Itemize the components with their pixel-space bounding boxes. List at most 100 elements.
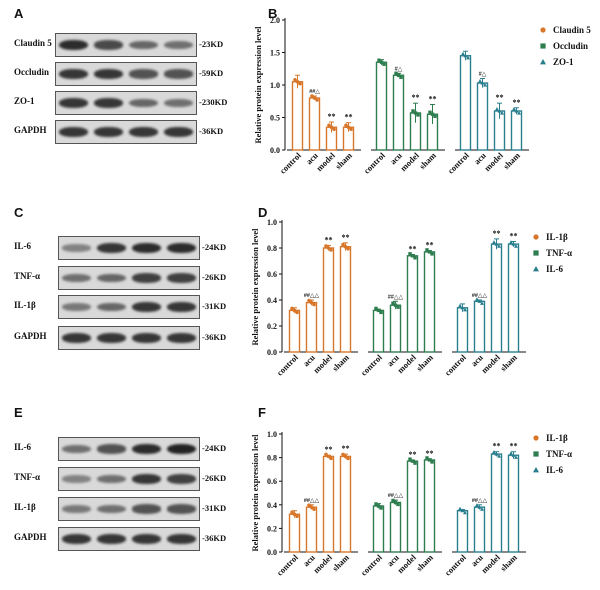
y-tick-label: 0.0: [267, 348, 277, 357]
blot-band: [59, 97, 88, 109]
significance-label: **: [493, 442, 501, 451]
bar: [392, 74, 405, 151]
data-point: [343, 454, 348, 459]
blot-strip: [58, 467, 200, 491]
data-point: [500, 111, 504, 115]
data-point: [309, 300, 314, 305]
significance-label: ##△△: [304, 498, 320, 504]
bar: [473, 506, 486, 553]
blot-strip: [58, 497, 200, 521]
x-tick-label: control: [443, 552, 469, 578]
bar: [372, 309, 385, 353]
significance-label: **: [513, 98, 521, 107]
bar: [339, 245, 352, 353]
x-tick-label: acu: [388, 150, 404, 166]
data-point: [427, 458, 432, 462]
bar: [409, 112, 422, 151]
blot-band: [164, 98, 193, 108]
bar: [372, 505, 385, 553]
blot-row-label: IL-6: [14, 442, 32, 452]
x-tick-label: acu: [301, 552, 317, 568]
significance-label: **: [510, 442, 518, 451]
bar: [339, 455, 352, 553]
data-point: [329, 125, 334, 130]
data-point: [391, 498, 395, 503]
data-point: [292, 512, 297, 517]
data-point: [492, 450, 496, 454]
data-point: [425, 248, 429, 252]
data-point: [298, 81, 302, 86]
blot-band: [59, 126, 88, 138]
data-point: [326, 454, 331, 459]
bar: [342, 126, 355, 151]
x-tick-label: model: [395, 552, 418, 575]
y-tick-label: 1.0: [270, 81, 280, 90]
legend-label: ZO-1: [553, 57, 574, 67]
data-point: [480, 81, 485, 85]
blot-band: [129, 69, 158, 79]
significance-label: **: [342, 444, 350, 453]
blot-kd-label: -36KD: [202, 332, 227, 342]
x-tick-label: model: [398, 150, 421, 173]
blot-strip: [58, 437, 200, 461]
data-point: [413, 111, 418, 115]
data-point: [497, 109, 502, 113]
blot-band: [97, 474, 126, 484]
blot-strip: [58, 266, 200, 290]
significance-label: ##△△: [304, 293, 320, 299]
data-point: [346, 246, 350, 251]
blot-kd-label: -36KD: [199, 126, 224, 136]
bar: [426, 113, 439, 151]
legend-label: Claudin 5: [553, 25, 591, 35]
legend-label: TNF-α: [546, 449, 572, 459]
blot-strip: [55, 33, 197, 57]
legend-label: TNF-α: [546, 248, 572, 258]
data-point: [477, 505, 482, 509]
blot-row-label: GAPDH: [14, 331, 47, 341]
data-point: [410, 459, 415, 463]
legend-marker: [533, 250, 539, 256]
significance-label: **: [426, 241, 434, 250]
data-point: [312, 96, 317, 100]
legend-marker: [540, 59, 546, 65]
blot-kd-label: -23KD: [199, 39, 224, 49]
data-point: [410, 254, 415, 258]
data-point: [399, 75, 403, 79]
legend-marker: [533, 451, 539, 457]
x-tick-label: acu: [469, 552, 485, 568]
data-point: [514, 109, 519, 113]
x-tick-label: sham: [498, 552, 519, 573]
data-point: [379, 506, 383, 510]
data-point: [494, 242, 499, 246]
legend-marker: [533, 234, 539, 240]
significance-label: **: [493, 229, 501, 238]
significance-label: ##△△: [388, 294, 404, 300]
data-point: [312, 302, 316, 307]
data-point: [413, 256, 417, 260]
bar: [423, 459, 436, 553]
data-point: [497, 454, 501, 458]
panel-label-a: A: [14, 6, 24, 21]
x-tick-label: control: [275, 352, 301, 378]
x-tick-label: model: [311, 352, 334, 375]
significance-label: #△: [479, 72, 487, 78]
data-point: [379, 60, 384, 64]
significance-label: #△: [395, 66, 403, 72]
blot-band: [132, 242, 161, 254]
x-tick-label: model: [482, 150, 505, 173]
blot-band: [167, 332, 196, 344]
blot-band: [132, 301, 161, 313]
data-point: [396, 305, 400, 309]
legend-marker: [533, 435, 539, 441]
bar: [507, 454, 520, 553]
x-tick-label: sham: [417, 150, 438, 171]
blot-band: [129, 40, 158, 50]
blot-row-label: ZO-1: [14, 96, 35, 106]
blot-band: [132, 533, 161, 545]
blot-band: [62, 533, 91, 545]
bar: [406, 255, 419, 353]
blot-band: [164, 126, 193, 138]
x-tick-label: control: [278, 150, 304, 176]
x-tick-label: acu: [469, 352, 485, 368]
data-point: [349, 127, 353, 132]
